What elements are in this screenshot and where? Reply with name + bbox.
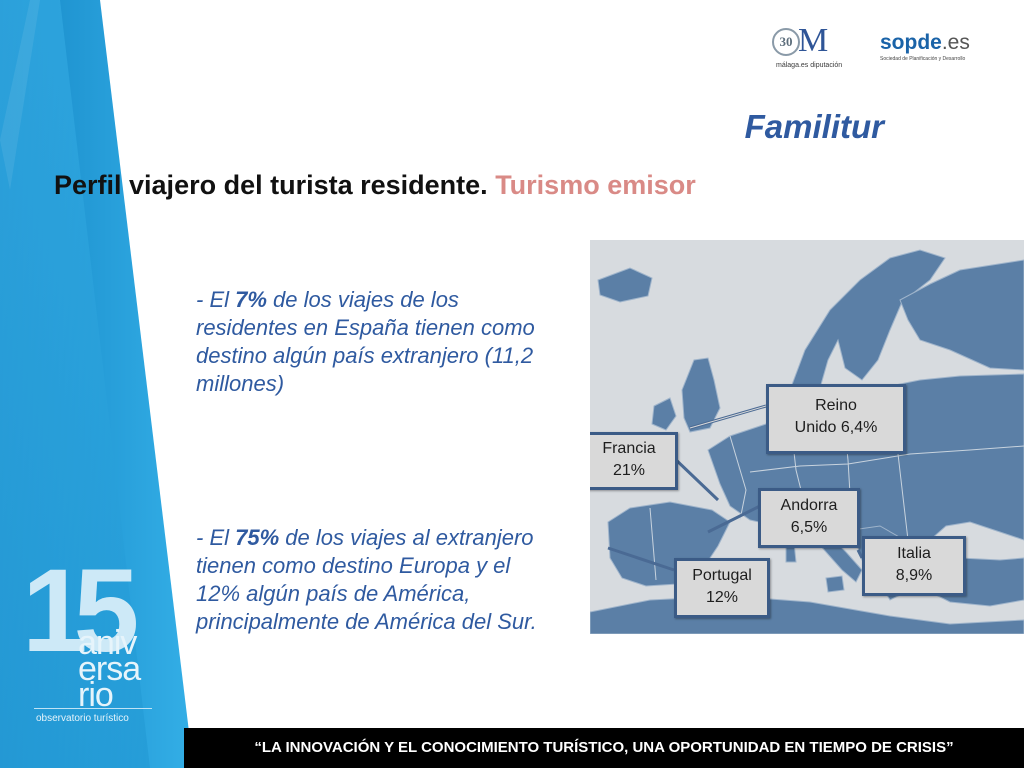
footer-bar: “LA INNOVACIÓN Y EL CONOCIMIENTO TURÍSTI… xyxy=(184,728,1024,768)
label-line-1: Francia xyxy=(602,440,656,457)
map-label-francia: Francia 21% xyxy=(590,432,678,490)
map-label-italia: Italia 8,9% xyxy=(862,536,966,596)
label-line-2: Unido 6,4% xyxy=(794,418,878,436)
label-line-2: 8,9% xyxy=(895,566,933,584)
bullet-point-2: - El 75% de los viajes al extranjero tie… xyxy=(196,524,546,636)
sopde-name-text: sopde xyxy=(880,31,942,54)
footer-quote: “LA INNOVACIÓN Y EL CONOCIMIENTO TURÍSTI… xyxy=(254,739,954,756)
heading-accent: Turismo emisor xyxy=(495,170,696,200)
bullet-highlight: 75% xyxy=(235,525,280,550)
bullet-dash: - xyxy=(196,287,210,312)
sopde-domain: .es xyxy=(941,31,970,54)
anniversary-rule xyxy=(34,708,152,709)
europe-map: Reino Unido 6,4% Francia 21% Andorra 6,5… xyxy=(590,240,1024,634)
page-heading: Perfil viajero del turista residente. Tu… xyxy=(54,170,696,201)
bullet-highlight: 7% xyxy=(235,287,267,312)
anniversary-word-2: ersa xyxy=(78,650,141,688)
malaga-caption: málaga.es diputación xyxy=(776,62,843,69)
map-label-reino-unido: Reino Unido 6,4% xyxy=(766,384,906,454)
bullet-point-1: - El 7% de los viajes de los residentes … xyxy=(196,286,546,398)
anniversary-subtitle: observatorio turístico xyxy=(36,713,129,724)
malaga-badge: 30 xyxy=(772,28,800,56)
anniversary-number: 15 xyxy=(22,545,139,677)
bullet-pre: El xyxy=(209,287,236,312)
malaga-letter: M xyxy=(798,22,829,59)
left-decorative-band xyxy=(0,0,190,768)
band-shapes xyxy=(0,0,190,768)
label-line-1: Andorra xyxy=(780,497,838,514)
label-line-1: Portugal xyxy=(692,567,752,584)
label-line-2: 12% xyxy=(705,588,739,606)
malaga-diputacion-logo: 30 M málaga.es diputación xyxy=(772,24,846,72)
label-line-1: Reino xyxy=(815,397,857,414)
bullet-text: de los viajes al extranjero tienen como … xyxy=(196,525,537,634)
label-line-1: Italia xyxy=(897,545,931,562)
sopde-logo: sopde.es Sociedad de Planificación y Des… xyxy=(880,32,970,62)
sopde-tagline: Sociedad de Planificación y Desarrollo xyxy=(880,56,966,62)
bullet-text: de los viajes de los residentes en Españ… xyxy=(196,287,535,396)
sopde-name: sopde.es xyxy=(880,32,970,53)
map-label-andorra: Andorra 6,5% xyxy=(758,488,860,548)
anniversary-logo: 15 aniv ersa rio observatorio turístico xyxy=(22,548,162,728)
section-title: Familitur xyxy=(744,108,884,145)
label-line-2: 6,5% xyxy=(790,518,828,536)
heading-main: Perfil viajero del turista residente. xyxy=(54,170,488,200)
bullet-pre: El xyxy=(209,525,236,550)
label-line-2: 21% xyxy=(612,461,646,479)
anniversary-word-1: aniv xyxy=(78,624,137,662)
bullet-dash: - xyxy=(196,525,210,550)
anniversary-word-3: rio xyxy=(78,676,114,714)
map-label-portugal: Portugal 12% xyxy=(674,558,770,618)
